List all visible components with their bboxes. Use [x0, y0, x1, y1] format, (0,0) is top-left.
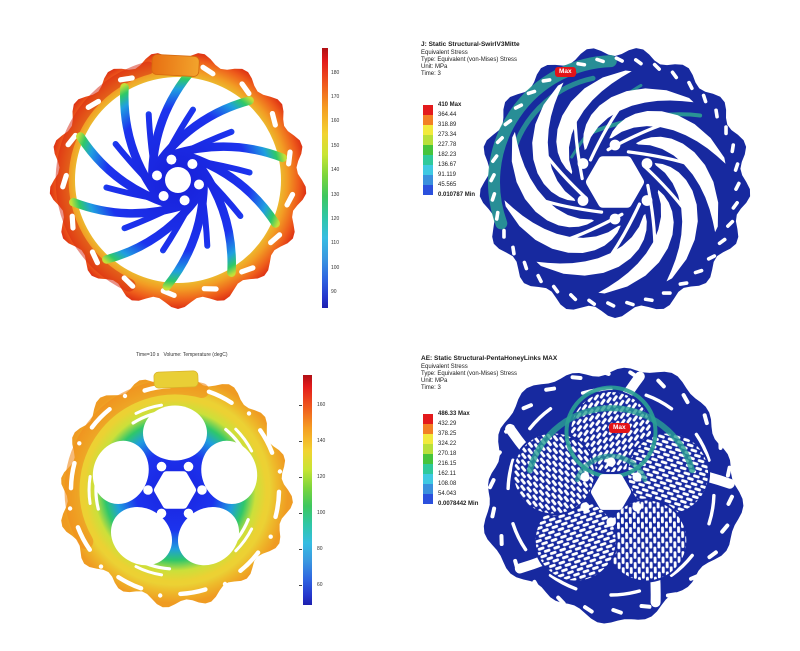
colorbar-tick-label: 100 — [317, 509, 326, 516]
legend-value-label: 378.25 — [438, 430, 457, 437]
colorbar-tick-label: 60 — [317, 581, 323, 588]
colorbar-gradient — [322, 48, 328, 308]
legend-color-swatch — [423, 115, 433, 125]
legend-color-swatch — [423, 145, 433, 155]
legend-color-swatch — [423, 494, 433, 504]
legend-value-label: 162.11 — [438, 470, 456, 477]
legend-color-swatch — [423, 155, 433, 165]
legend-value-label: 45.565 — [438, 181, 457, 188]
plot-time-line: Time: 3 — [421, 385, 441, 392]
legend-value-label: 410 Max — [438, 101, 462, 108]
colorbar-tick-label: 110 — [331, 240, 339, 247]
colorbar-tick-label: 160 — [331, 118, 340, 125]
plot-title: J: Static Structural-SwirlV3Mitte — [421, 41, 520, 48]
colorbar-thermal-swirl: 180 170 160 150 140 130 120 110 100 90 — [322, 48, 357, 308]
legend-value-label: 182.23 — [438, 151, 457, 158]
colorbar-gradient — [303, 375, 312, 605]
colorbar-tick-label: 180 — [331, 69, 340, 76]
plot-type-line: Type: Equivalent (von-Mises) Stress — [421, 56, 518, 63]
legend-value-label: 364.44 — [438, 111, 457, 118]
colorbar-tick-mark — [299, 585, 302, 586]
legend-color-swatch — [423, 434, 433, 444]
rotor-thermal-penta-plot — [61, 370, 293, 608]
stress-swirl-legend: 410 Max 364.44 318.89 273.34 227.78 182.23 136… — [423, 101, 543, 201]
max-annotation-label: Max — [559, 68, 572, 75]
colorbar-thermal-penta: 160 140 120 100 80 60 — [299, 375, 346, 605]
colorbar-tick-mark — [299, 405, 302, 406]
legend-value-label: 0.0078442 Min — [438, 500, 479, 507]
colorbar-tick-label: 100 — [331, 264, 340, 271]
plot-type-line: Type: Equivalent (von-Mises) Stress — [421, 370, 518, 377]
stress-penta-legend: 486.33 Max 432.29 378.25 324.22 270.18 216.15… — [423, 410, 543, 510]
max-annotation-penta: Max — [609, 423, 631, 433]
max-annotation-swirl: Max — [555, 67, 577, 77]
legend-color-swatch — [423, 175, 433, 185]
legend-color-swatch — [423, 165, 433, 175]
legend-value-label: 136.67 — [438, 161, 457, 168]
legend-value-label: 486.33 Max — [438, 410, 470, 417]
legend-color-swatch — [423, 464, 433, 474]
plot-unit-line: Unit: MPa — [421, 378, 448, 385]
colorbar-tick-label: 150 — [331, 142, 340, 149]
legend-value-label: 108.08 — [438, 480, 457, 487]
legend-value-label: 216.15 — [438, 460, 457, 467]
legend-color-swatch — [423, 474, 433, 484]
max-annotation-label: Max — [613, 424, 626, 431]
rotor-thermal-swirl-plot — [49, 53, 307, 309]
legend-color-swatch — [423, 484, 433, 494]
legend-value-label: 270.18 — [438, 450, 457, 457]
plot-unit-line: Unit: MPa — [421, 64, 448, 71]
plot-title: AE: Static Structural-PentaHoneyLinks MA… — [421, 355, 558, 362]
legend-value-label: 273.34 — [438, 131, 457, 138]
thermal-penta-title: Time=10 s Volume: Temperature (degC) — [136, 352, 228, 358]
stress-swirl-info-block: J: Static Structural-SwirlV3Mitte Equiva… — [421, 41, 520, 198]
legend-color-swatch — [423, 135, 433, 145]
colorbar-tick-mark — [299, 477, 302, 478]
legend-value-label: 324.22 — [438, 440, 457, 447]
legend-color-swatch — [423, 125, 433, 135]
colorbar-tick-label: 120 — [331, 215, 340, 222]
plot-subtitle: Equivalent Stress — [421, 363, 468, 370]
rotor-stress-penta-plot — [483, 367, 744, 624]
colorbar-tick-mark — [299, 549, 302, 550]
rotor-stress-swirl-plot — [479, 48, 751, 318]
colorbar-tick-label: 120 — [317, 473, 326, 480]
legend-value-label: 0.010787 Min — [438, 191, 476, 198]
legend-value-label: 227.78 — [438, 141, 457, 148]
stress-penta-info-block: AE: Static Structural-PentaHoneyLinks MA… — [421, 355, 558, 507]
legend-color-swatch — [423, 105, 433, 115]
legend-color-swatch — [423, 185, 433, 195]
colorbar-tick-mark — [299, 513, 302, 514]
colorbar-tick-label: 130 — [331, 191, 340, 198]
legend-color-swatch — [423, 414, 433, 424]
legend-value-label: 318.89 — [438, 121, 457, 128]
legend-value-label: 54.043 — [438, 490, 457, 497]
plot-subtitle: Equivalent Stress — [421, 49, 468, 56]
colorbar-tick-label: 170 — [331, 93, 340, 100]
colorbar-tick-label: 90 — [331, 289, 337, 296]
legend-value-label: 432.29 — [438, 420, 457, 427]
colorbar-tick-label: 80 — [317, 545, 323, 552]
legend-color-swatch — [423, 424, 433, 434]
legend-value-label: 91.119 — [438, 171, 456, 178]
colorbar-tick-label: 140 — [317, 437, 326, 444]
colorbar-tick-label: 160 — [317, 401, 326, 408]
plot-time-line: Time: 3 — [421, 71, 441, 78]
legend-color-swatch — [423, 444, 433, 454]
colorbar-tick-mark — [299, 441, 302, 442]
colorbar-tick-label: 140 — [331, 167, 340, 174]
legend-color-swatch — [423, 454, 433, 464]
